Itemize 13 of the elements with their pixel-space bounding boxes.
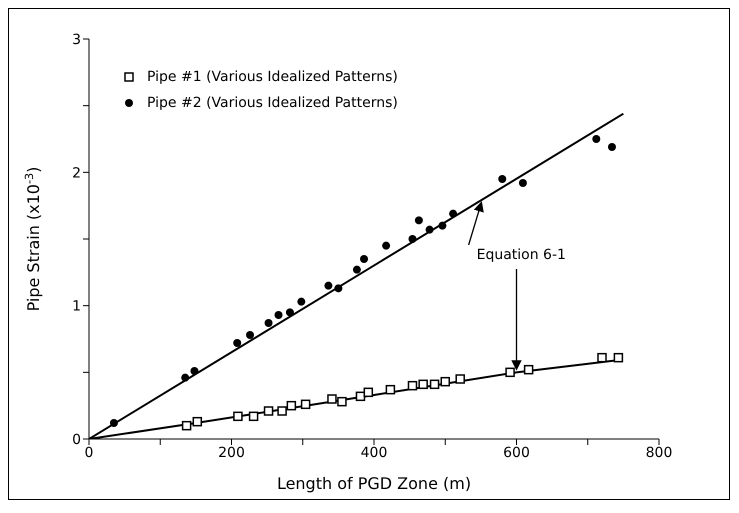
y-tick-label: 3 (72, 32, 81, 48)
x-tick-label: 600 (503, 444, 530, 461)
x-tick-label: 800 (646, 444, 672, 461)
x-tick-label: 0 (84, 444, 94, 461)
x-tick-label: 200 (218, 444, 245, 461)
legend-label: Pipe #1 (Various Idealized Patterns) (147, 68, 398, 87)
x-axis-title: Length of PGD Zone (m) (276, 474, 472, 493)
legend-label: Pipe #2 (Various Idealized Patterns) (147, 94, 398, 113)
y-tick-label: 0 (72, 432, 81, 448)
annotation: Equation 6-1 (476, 247, 566, 263)
y-tick-label: 2 (72, 165, 81, 182)
y-tick-label: 1 (72, 298, 81, 315)
x-tick-label: 400 (360, 444, 388, 461)
